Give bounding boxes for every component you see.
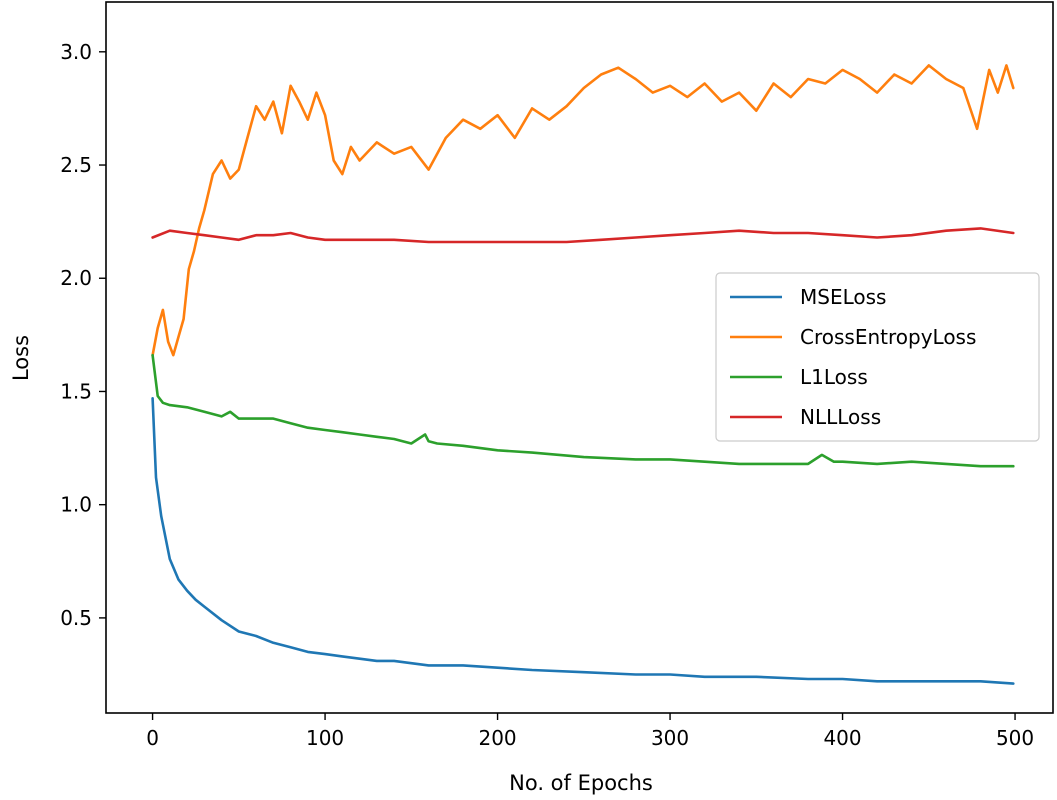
legend-label-mseloss: MSELoss [800, 285, 886, 309]
legend-label-nllloss: NLLLoss [800, 405, 881, 429]
legend-box [715, 272, 1040, 442]
x-tick-label: 300 [651, 726, 689, 750]
x-tick-label: 0 [146, 726, 159, 750]
y-tick-label: 3.0 [60, 40, 92, 64]
plot-frame [105, 1, 1054, 714]
y-axis-label: Loss [9, 335, 33, 381]
series-line-mseloss [151, 396, 1015, 685]
y-tick-label: 2.0 [60, 266, 92, 290]
series-line-nllloss [151, 227, 1015, 244]
series-line-l1loss [151, 353, 1015, 468]
x-tick-label: 500 [996, 726, 1034, 750]
x-tick-label: 200 [478, 726, 516, 750]
ticks-layer: 0 100 200 300 400 500 0.5 1.0 1.5 2.0 2.5 3.0 [60, 40, 1034, 750]
series-line-crossentropyloss [151, 64, 1015, 357]
y-tick-label: 1.5 [60, 379, 92, 403]
x-axis-label: No. of Epochs [509, 771, 653, 795]
series-layer [151, 64, 1015, 685]
legend: MSELoss CrossEntropyLoss L1Loss NLLLoss [715, 272, 1040, 442]
x-tick-label: 400 [823, 726, 861, 750]
legend-label-l1loss: L1Loss [800, 365, 868, 389]
y-tick-label: 2.5 [60, 153, 92, 177]
legend-label-crossentropyloss: CrossEntropyLoss [800, 325, 976, 349]
y-tick-label: 0.5 [60, 606, 92, 630]
y-tick-label: 1.0 [60, 493, 92, 517]
x-tick-label: 100 [306, 726, 344, 750]
